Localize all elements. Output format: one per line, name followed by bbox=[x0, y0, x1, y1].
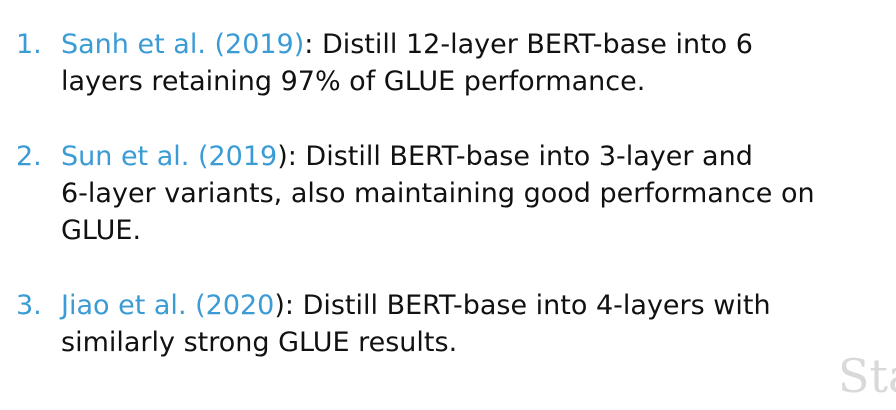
item-text: Sanh et al. (2019): Distill 12-layer BER… bbox=[61, 26, 892, 100]
item-number: 3. bbox=[16, 290, 42, 321]
item-text: Jiao et al. (2020): Distill BERT-base in… bbox=[61, 287, 892, 361]
citation-link[interactable]: Sanh et al. (2019) bbox=[61, 29, 305, 60]
item-line-3: GLUE. bbox=[61, 215, 142, 246]
item-text: Sun et al. (2019): Distill BERT-base int… bbox=[61, 138, 892, 249]
item-line-2: 6-layer variants, also maintaining good … bbox=[61, 178, 815, 209]
list-item-3: 3. Jiao et al. (2020): Distill BERT-base… bbox=[16, 287, 892, 361]
distillation-list: 1. Sanh et al. (2019): Distill 12-layer … bbox=[16, 26, 892, 399]
item-number: 1. bbox=[16, 29, 42, 60]
citation-link[interactable]: Jiao et al. (2020 bbox=[61, 290, 275, 321]
list-item-2: 2. Sun et al. (2019): Distill BERT-base … bbox=[16, 138, 892, 249]
watermark-logo: Sta bbox=[838, 349, 896, 403]
item-line-2: layers retaining 97% of GLUE performance… bbox=[61, 66, 646, 97]
item-line-1: ): Distill BERT-base into 3-layer and bbox=[277, 141, 753, 172]
citation-link[interactable]: Sun et al. (2019 bbox=[61, 141, 278, 172]
item-number: 2. bbox=[16, 141, 42, 172]
item-line-2: similarly strong GLUE results. bbox=[61, 327, 458, 358]
item-line-1: : Distill 12-layer BERT-base into 6 bbox=[304, 29, 753, 60]
item-line-1: ): Distill BERT-base into 4-layers with bbox=[274, 290, 771, 321]
list-item-1: 1. Sanh et al. (2019): Distill 12-layer … bbox=[16, 26, 892, 100]
